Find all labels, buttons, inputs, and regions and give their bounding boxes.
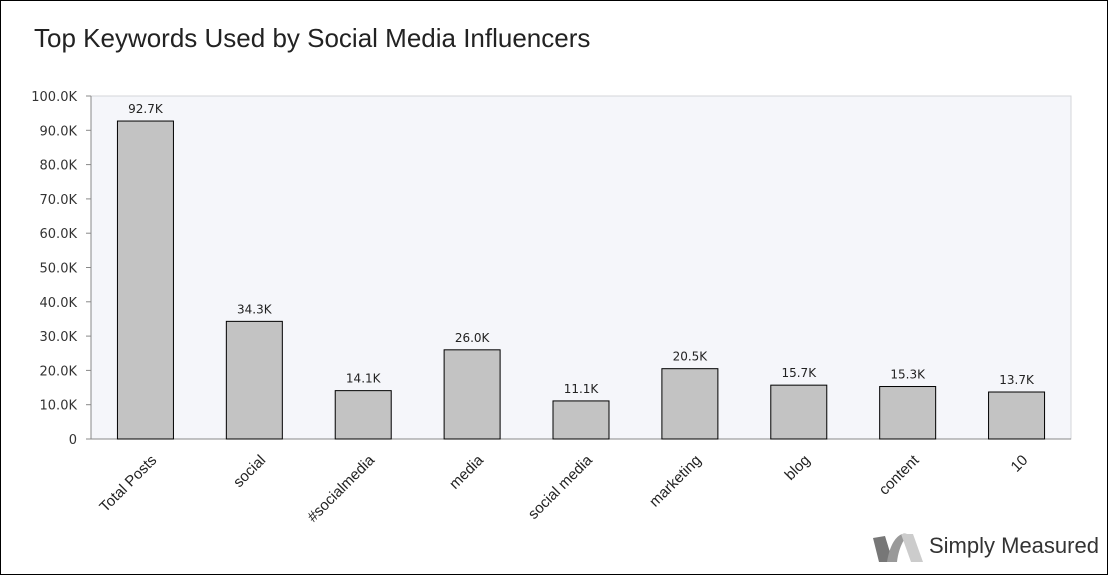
y-tick-label: 30.0K	[40, 330, 78, 345]
x-tick-label: 10	[1008, 452, 1032, 476]
y-tick-label: 70.0K	[40, 193, 78, 208]
bar	[116, 120, 174, 440]
y-tick-label: 0	[69, 433, 77, 448]
bar	[334, 390, 392, 440]
y-tick-label: 60.0K	[40, 227, 78, 242]
bar	[988, 391, 1046, 440]
x-tick-label: blog	[782, 452, 814, 484]
y-tick-label: 40.0K	[40, 296, 78, 311]
x-tick-label: media	[446, 451, 487, 492]
x-tick-label: content	[876, 451, 923, 498]
x-tick-label: social	[230, 452, 269, 491]
bar	[552, 400, 610, 440]
chart-title: Top Keywords Used by Social Media Influe…	[34, 23, 591, 53]
y-tick-label: 50.0K	[40, 262, 78, 277]
brand-logo: Simply Measured	[871, 528, 1099, 564]
y-tick-label: 20.0K	[40, 364, 78, 379]
brand-name: Simply Measured	[929, 533, 1099, 558]
simply-measured-logo-icon	[873, 533, 923, 562]
data-label: 15.7K	[781, 366, 817, 380]
data-label: 14.1K	[346, 372, 382, 386]
bar	[225, 320, 283, 440]
data-label: 34.3K	[237, 302, 273, 316]
y-tick-label: 80.0K	[40, 159, 78, 174]
data-label: 92.7K	[128, 102, 164, 116]
bar	[879, 386, 937, 440]
bar	[661, 368, 719, 440]
data-label: 13.7K	[999, 373, 1035, 387]
bar	[770, 384, 828, 440]
data-label: 15.3K	[890, 368, 926, 382]
bar	[443, 349, 501, 440]
x-tick-label: #socialmedia	[304, 451, 378, 525]
y-tick-label: 90.0K	[40, 124, 78, 139]
data-label: 20.5K	[673, 350, 709, 364]
data-label: 11.1K	[564, 382, 600, 396]
x-tick-label: Total Posts	[96, 452, 160, 516]
y-tick-label: 10.0K	[40, 399, 78, 414]
y-tick-label: 100.0K	[31, 90, 77, 105]
data-label: 26.0K	[455, 331, 491, 345]
x-tick-label: marketing	[646, 452, 705, 511]
x-tick-label: social media	[525, 451, 596, 522]
